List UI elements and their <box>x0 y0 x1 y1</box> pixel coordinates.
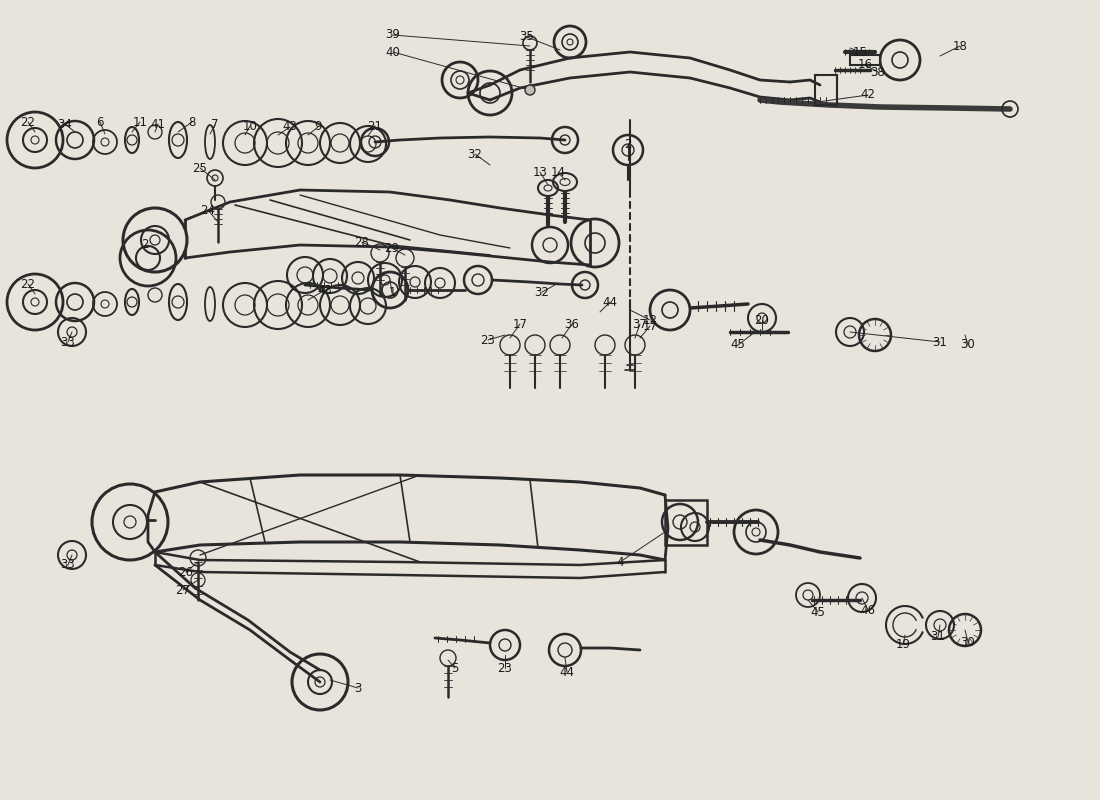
Text: 4: 4 <box>616 555 624 569</box>
Text: 2: 2 <box>625 138 631 151</box>
Text: 28: 28 <box>354 235 370 249</box>
Text: 38: 38 <box>870 66 886 78</box>
Text: 26: 26 <box>178 566 194 578</box>
Text: 3: 3 <box>354 682 362 694</box>
Text: 20: 20 <box>755 314 769 326</box>
Text: 8: 8 <box>188 115 196 129</box>
Text: 44: 44 <box>560 666 574 678</box>
Text: 32: 32 <box>535 286 549 298</box>
Text: 21: 21 <box>367 119 383 133</box>
Text: 14: 14 <box>550 166 565 178</box>
Text: 24: 24 <box>200 203 216 217</box>
Text: 17: 17 <box>513 318 528 330</box>
Text: 22: 22 <box>21 278 35 290</box>
Text: 17: 17 <box>642 319 658 333</box>
Text: 34: 34 <box>57 118 73 130</box>
Text: 5: 5 <box>451 662 459 674</box>
Text: 23: 23 <box>481 334 495 346</box>
Text: 46: 46 <box>860 603 876 617</box>
Text: 31: 31 <box>933 335 947 349</box>
Text: 10: 10 <box>243 119 257 133</box>
Text: 13: 13 <box>532 166 548 178</box>
Text: 43: 43 <box>283 121 297 134</box>
Text: 7: 7 <box>211 118 219 131</box>
Text: 15: 15 <box>852 46 868 58</box>
Bar <box>850 55 880 65</box>
Circle shape <box>123 208 187 272</box>
Text: 42: 42 <box>860 89 876 102</box>
Text: 2: 2 <box>141 238 149 251</box>
Text: 29: 29 <box>385 242 399 254</box>
Bar <box>815 75 837 105</box>
Text: 27: 27 <box>176 583 190 597</box>
Text: 31: 31 <box>931 630 945 643</box>
Text: 30: 30 <box>960 635 976 649</box>
Text: 1: 1 <box>388 286 396 299</box>
Text: 23: 23 <box>497 662 513 674</box>
Text: 19: 19 <box>895 638 911 651</box>
Text: 35: 35 <box>519 30 535 43</box>
Text: 33: 33 <box>60 335 76 349</box>
Text: 40: 40 <box>386 46 400 58</box>
Text: 41: 41 <box>151 118 165 130</box>
Text: 11: 11 <box>132 115 147 129</box>
Text: 33: 33 <box>60 558 76 571</box>
Text: 18: 18 <box>953 39 967 53</box>
Text: 43: 43 <box>318 283 332 297</box>
Text: 16: 16 <box>858 58 872 71</box>
Circle shape <box>525 85 535 95</box>
Text: 12: 12 <box>642 314 658 326</box>
Text: 30: 30 <box>960 338 976 351</box>
Text: 32: 32 <box>468 147 483 161</box>
Text: 37: 37 <box>632 318 648 330</box>
Text: 39: 39 <box>386 29 400 42</box>
Text: 9: 9 <box>315 121 321 134</box>
Text: 6: 6 <box>97 115 103 129</box>
Text: 45: 45 <box>811 606 825 618</box>
Text: 36: 36 <box>564 318 580 330</box>
Bar <box>666 500 707 545</box>
Text: 25: 25 <box>192 162 208 174</box>
Text: 44: 44 <box>603 295 617 309</box>
Circle shape <box>650 290 690 330</box>
Text: 45: 45 <box>730 338 746 351</box>
Text: 22: 22 <box>21 115 35 129</box>
